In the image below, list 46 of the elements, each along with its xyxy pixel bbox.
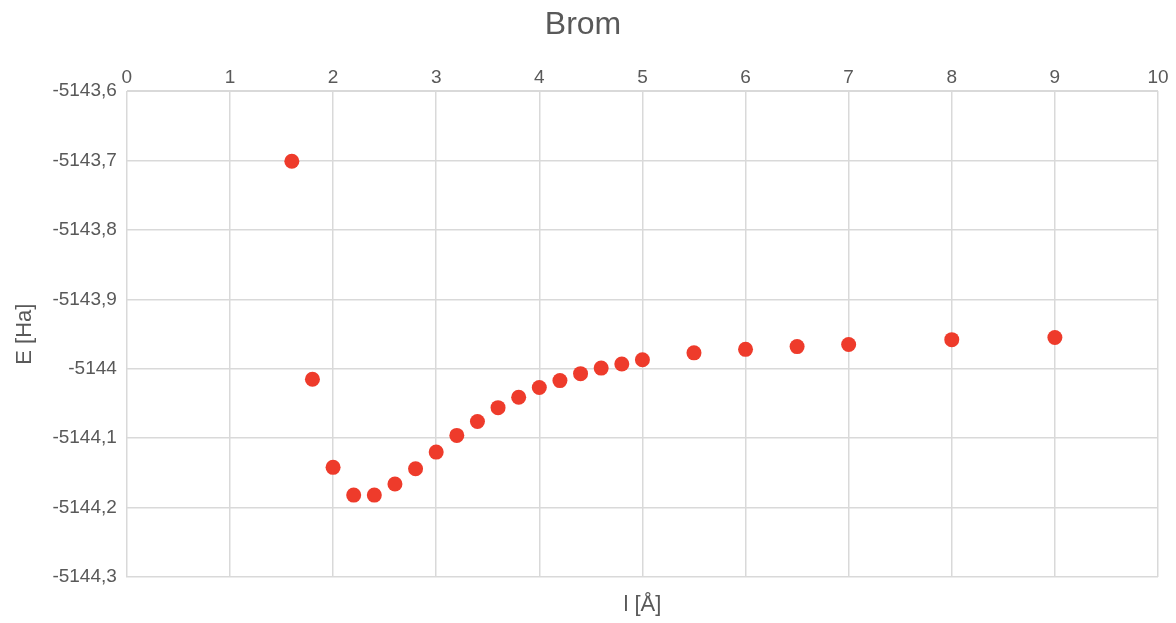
x-tick-label: 5 <box>637 66 648 88</box>
point <box>634 352 650 368</box>
x-tick-label: 2 <box>327 66 339 88</box>
point <box>490 400 506 416</box>
point <box>469 414 485 430</box>
point <box>449 427 465 443</box>
y-tick-label: -5143,8 <box>52 218 117 240</box>
x-tick-label: 1 <box>224 66 236 88</box>
point <box>366 487 382 503</box>
point <box>428 444 444 460</box>
x-tick-label: 0 <box>121 66 133 88</box>
point <box>408 461 424 477</box>
y-tick-label: -5143,9 <box>52 287 117 309</box>
point <box>346 487 362 503</box>
point <box>325 459 341 475</box>
x-tick-label: 6 <box>740 66 751 88</box>
point <box>511 389 527 405</box>
x-tick-label: 9 <box>1049 66 1061 88</box>
y-tick-label: -5144,2 <box>52 495 117 517</box>
point <box>789 339 805 355</box>
point <box>614 356 630 372</box>
point <box>593 360 609 376</box>
y-tick-label: -5143,7 <box>52 148 117 170</box>
point <box>387 476 403 492</box>
y-axis-title: E [Ha] <box>11 303 37 365</box>
x-tick-label: 7 <box>843 66 854 88</box>
x-tick-label: 4 <box>534 66 546 88</box>
y-tick-label: -5143,6 <box>52 79 117 101</box>
x-tick-label: 8 <box>946 66 958 88</box>
x-tick-label: 10 <box>1147 66 1169 88</box>
x-tick-label: 3 <box>430 66 442 88</box>
point <box>284 153 300 169</box>
point <box>1047 330 1063 346</box>
y-tick-label: -5144,1 <box>52 426 117 448</box>
point <box>552 373 568 389</box>
point <box>573 366 589 382</box>
chart-title: Brom <box>544 5 622 42</box>
point <box>686 345 702 361</box>
point <box>738 341 754 357</box>
y-tick-label: -5144,3 <box>52 565 117 587</box>
point <box>841 337 857 353</box>
point <box>531 380 547 396</box>
point <box>304 371 320 387</box>
y-tick-label: -5144 <box>68 357 118 379</box>
point <box>944 332 960 348</box>
x-axis-title: l [Å] <box>623 591 662 617</box>
